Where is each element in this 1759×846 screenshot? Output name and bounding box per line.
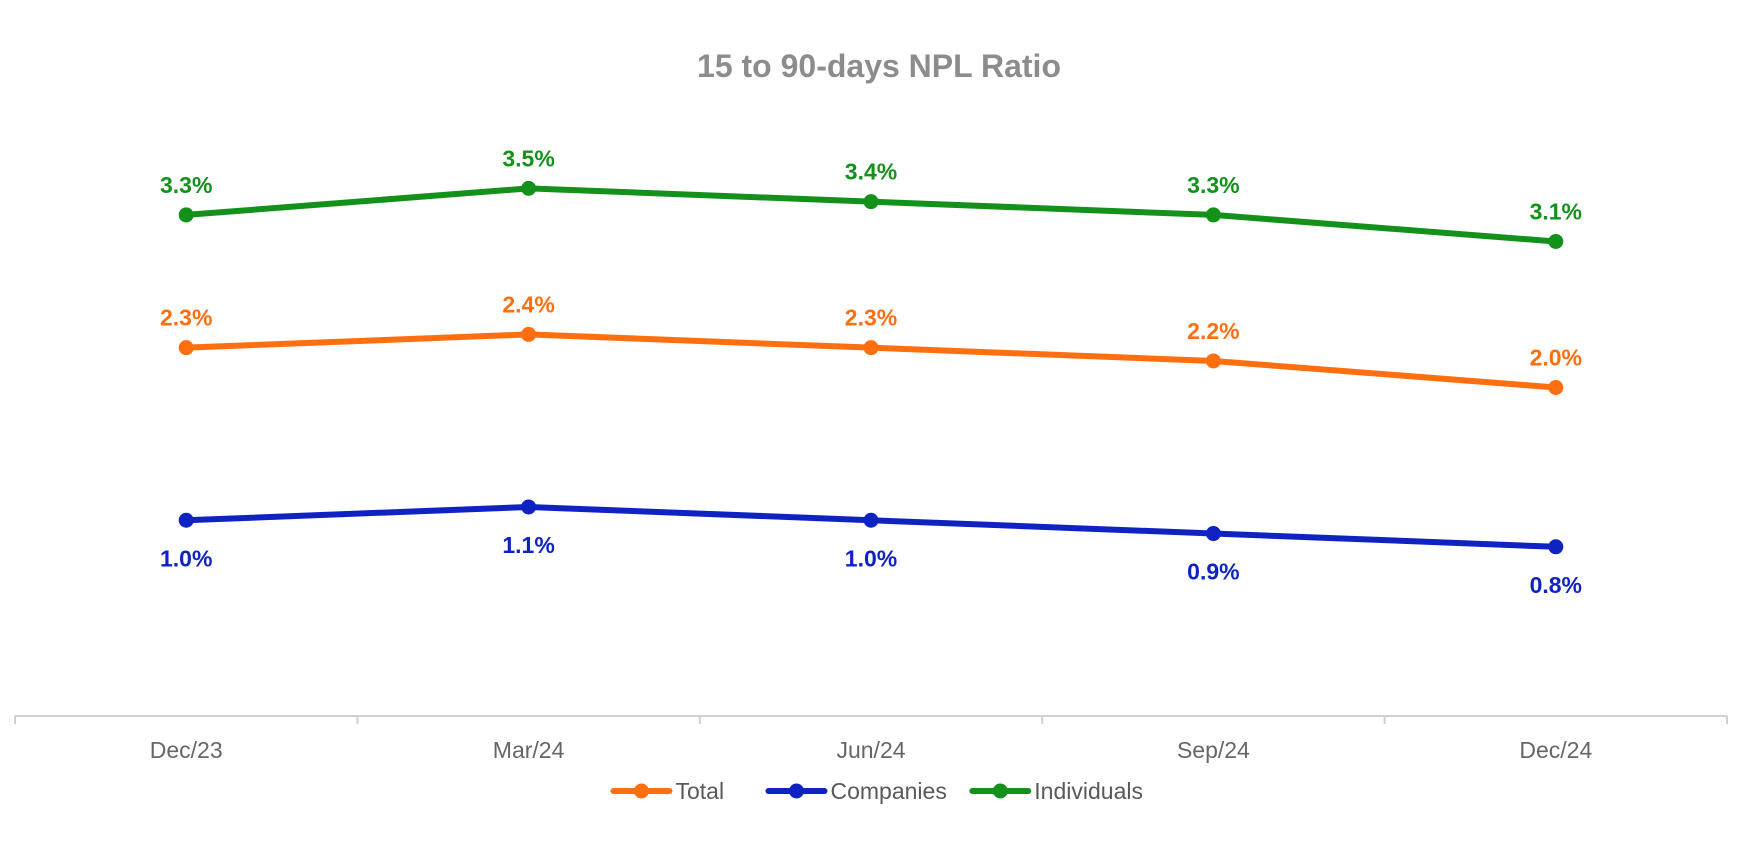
x-tick-label: Dec/23 bbox=[150, 737, 223, 763]
data-label-companies: 0.8% bbox=[1530, 572, 1582, 598]
chart-title: 15 to 90-days NPL Ratio bbox=[697, 48, 1061, 84]
x-tick-label: Dec/24 bbox=[1519, 737, 1592, 763]
data-point-companies[interactable] bbox=[1205, 526, 1221, 542]
data-point-companies[interactable] bbox=[178, 512, 194, 528]
data-point-total[interactable] bbox=[863, 340, 879, 356]
series-total: 2.3% 2.4% 2.3% 2.2% 2.0% bbox=[160, 291, 1582, 395]
data-label-individuals: 3.3% bbox=[160, 172, 212, 198]
legend-label: Total bbox=[676, 778, 725, 804]
data-point-total[interactable] bbox=[521, 326, 537, 342]
x-tick-label: Jun/24 bbox=[836, 737, 905, 763]
data-point-individuals[interactable] bbox=[1205, 207, 1221, 223]
data-label-total: 2.3% bbox=[160, 305, 212, 331]
data-point-individuals[interactable] bbox=[178, 207, 194, 223]
legend-swatch-marker bbox=[789, 783, 804, 799]
data-label-total: 2.0% bbox=[1530, 345, 1582, 371]
legend-label: Companies bbox=[831, 778, 947, 804]
legend: Total Companies Individuals bbox=[610, 778, 1143, 804]
legend-item-individuals[interactable]: Individuals bbox=[969, 778, 1143, 804]
legend-item-total[interactable]: Total bbox=[610, 778, 725, 804]
data-point-total[interactable] bbox=[178, 340, 194, 356]
x-axis: Dec/23 Mar/24 Jun/24 Sep/24 Dec/24 bbox=[14, 715, 1728, 763]
legend-swatch-marker bbox=[634, 783, 649, 799]
data-point-companies[interactable] bbox=[863, 512, 879, 528]
x-tick-label: Mar/24 bbox=[493, 737, 565, 763]
legend-label: Individuals bbox=[1034, 778, 1143, 804]
data-label-individuals: 3.4% bbox=[845, 159, 897, 185]
data-point-total[interactable] bbox=[1548, 380, 1564, 395]
data-label-companies: 1.1% bbox=[502, 532, 554, 558]
data-point-companies[interactable] bbox=[1548, 539, 1564, 555]
legend-item-companies[interactable]: Companies bbox=[765, 778, 947, 804]
series-individuals: 3.3% 3.5% 3.4% 3.3% 3.1% bbox=[160, 145, 1582, 249]
series-companies: 1.0% 1.1% 1.0% 0.9% 0.8% bbox=[160, 499, 1582, 598]
data-label-total: 2.3% bbox=[845, 305, 897, 331]
data-label-individuals: 3.1% bbox=[1530, 198, 1582, 224]
data-label-total: 2.2% bbox=[1187, 318, 1239, 344]
data-label-companies: 0.9% bbox=[1187, 559, 1239, 585]
data-label-companies: 1.0% bbox=[845, 545, 897, 571]
data-point-individuals[interactable] bbox=[1548, 233, 1564, 249]
x-tick-label: Sep/24 bbox=[1177, 737, 1250, 763]
data-point-companies[interactable] bbox=[521, 499, 537, 515]
data-label-individuals: 3.3% bbox=[1187, 172, 1239, 198]
plot-area: 2.3% 2.4% 2.3% 2.2% 2.0% 1.0% 1.1% 1.0% 0.9% 0.8%… bbox=[160, 145, 1582, 597]
data-point-individuals[interactable] bbox=[521, 180, 537, 196]
data-point-total[interactable] bbox=[1205, 353, 1221, 369]
data-label-individuals: 3.5% bbox=[502, 145, 554, 171]
data-label-companies: 1.0% bbox=[160, 545, 212, 571]
data-label-total: 2.4% bbox=[502, 291, 554, 317]
legend-swatch-marker bbox=[992, 783, 1008, 799]
data-point-individuals[interactable] bbox=[863, 194, 879, 210]
